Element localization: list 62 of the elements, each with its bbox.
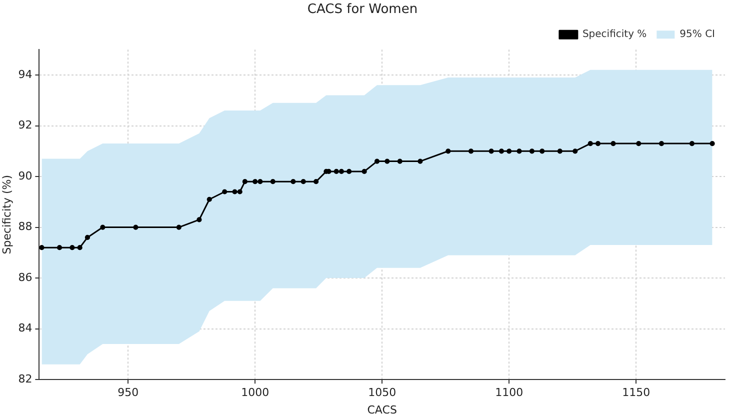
x-tick-label: 1100 (495, 386, 524, 400)
point (222, 189, 228, 194)
point (610, 140, 616, 146)
point (384, 158, 390, 164)
point (252, 179, 258, 184)
y-axis-title: Specificity (%) (0, 174, 14, 254)
point (468, 148, 474, 154)
point (529, 148, 535, 154)
point (516, 148, 522, 154)
point (572, 148, 578, 154)
point (176, 224, 182, 230)
point (258, 179, 263, 184)
y-tick-label: 94 (18, 68, 32, 81)
point (446, 148, 451, 154)
point (242, 179, 248, 184)
point (232, 189, 238, 194)
point (636, 140, 642, 146)
point (77, 245, 82, 250)
point (557, 148, 562, 154)
point (498, 148, 504, 154)
y-tick-label: 92 (18, 118, 32, 132)
point (595, 140, 601, 146)
point (362, 168, 367, 174)
y-tick-label: 90 (18, 169, 32, 182)
point (346, 168, 352, 174)
point (237, 189, 242, 194)
point (334, 168, 339, 174)
y-tick-label: 86 (18, 270, 32, 284)
y-tick-label: 84 (18, 322, 32, 335)
legend-label: Specificity % (582, 29, 647, 40)
point (196, 217, 202, 222)
x-tick-label: 1050 (368, 386, 396, 400)
point (418, 158, 423, 164)
point (314, 179, 319, 184)
point (488, 148, 494, 154)
point (540, 148, 545, 154)
point (588, 140, 593, 146)
chart-title: CACS for Women (307, 2, 418, 18)
point (100, 224, 106, 230)
point (206, 196, 212, 202)
point (290, 179, 296, 184)
point (397, 158, 402, 164)
point (56, 245, 62, 250)
point (84, 234, 90, 240)
x-tick-label: 1150 (622, 386, 650, 400)
point (506, 148, 512, 154)
point (270, 179, 276, 184)
point (338, 168, 344, 174)
legend-label: 95% CI (680, 29, 716, 40)
point (133, 224, 138, 230)
point (658, 140, 664, 146)
x-tick-label: 950 (118, 386, 139, 400)
x-tick-label: 1000 (241, 386, 270, 400)
point (70, 245, 75, 250)
point (39, 245, 44, 250)
point (710, 140, 715, 146)
point (689, 140, 695, 146)
x-axis-title: CACS (367, 403, 397, 416)
y-tick-label: 82 (18, 372, 32, 386)
point (374, 158, 380, 164)
y-tick-label: 88 (18, 220, 32, 234)
point (300, 179, 306, 184)
